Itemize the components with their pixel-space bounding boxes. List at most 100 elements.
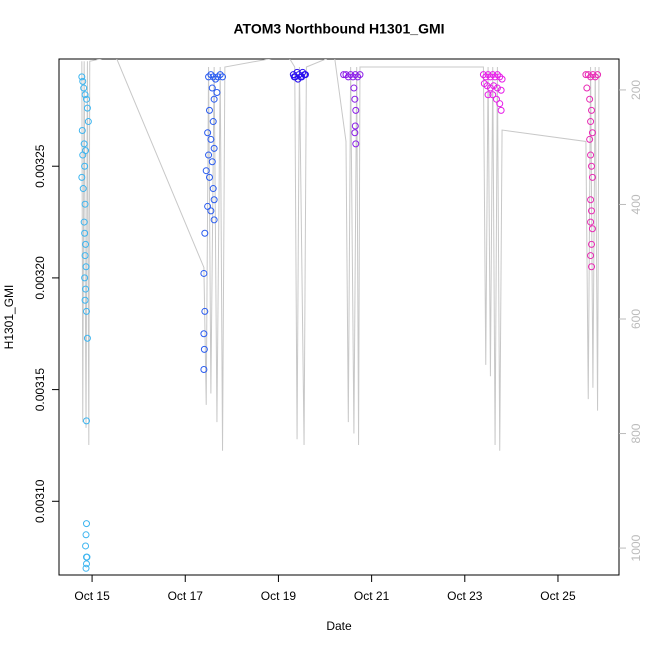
- point: [200, 330, 208, 338]
- point: [301, 71, 309, 79]
- point: [484, 71, 492, 79]
- point: [587, 151, 595, 159]
- point: [200, 345, 208, 353]
- x-tick-label: Oct 15: [74, 589, 110, 603]
- point: [209, 185, 217, 193]
- point: [81, 200, 89, 208]
- point: [82, 95, 90, 103]
- point: [82, 531, 90, 539]
- x-axis-title: Date: [326, 619, 352, 633]
- point: [81, 274, 89, 282]
- point: [350, 84, 358, 92]
- point: [82, 560, 90, 568]
- point: [83, 553, 91, 561]
- point: [201, 229, 209, 237]
- point: [352, 140, 360, 148]
- point: [482, 73, 490, 81]
- point: [82, 520, 90, 528]
- point: [207, 135, 215, 143]
- point: [587, 73, 595, 81]
- point: [583, 84, 591, 92]
- point: [352, 106, 360, 114]
- point: [205, 106, 213, 114]
- point: [78, 73, 86, 81]
- point: [490, 82, 498, 90]
- point: [207, 207, 215, 215]
- point: [594, 71, 602, 79]
- point: [83, 334, 91, 342]
- point: [208, 158, 216, 166]
- point: [212, 75, 220, 83]
- point: [586, 95, 594, 103]
- point: [83, 104, 91, 112]
- point: [204, 202, 212, 210]
- y2-tick-label: 800: [629, 423, 643, 443]
- point: [84, 118, 92, 126]
- point: [82, 285, 90, 293]
- point: [209, 118, 217, 126]
- point: [82, 542, 90, 550]
- point: [82, 564, 90, 572]
- y2-tick-label: 200: [629, 80, 643, 100]
- point: [82, 263, 90, 271]
- point: [484, 91, 492, 99]
- point: [81, 252, 89, 260]
- point: [354, 73, 362, 81]
- plot-frame: [58, 58, 620, 576]
- chart-title: ATOM3 Northbound H1301_GMI: [233, 21, 444, 37]
- point: [496, 100, 504, 108]
- point: [205, 173, 213, 181]
- point: [498, 75, 506, 83]
- point: [587, 118, 595, 126]
- point: [342, 71, 350, 79]
- point: [486, 73, 494, 81]
- point: [213, 89, 221, 97]
- point: [209, 73, 217, 81]
- point: [347, 71, 355, 79]
- point: [81, 229, 89, 237]
- point: [587, 218, 595, 226]
- point: [588, 263, 596, 271]
- point: [588, 106, 596, 114]
- point: [210, 196, 218, 204]
- point: [82, 240, 90, 248]
- point: [588, 240, 596, 248]
- point: [587, 196, 595, 204]
- point: [81, 91, 89, 99]
- point: [207, 71, 215, 79]
- y2-tick-label: 600: [629, 309, 643, 329]
- y2-tick-label: 1000: [629, 534, 643, 561]
- point: [81, 296, 89, 304]
- plot-area: [78, 59, 602, 572]
- point: [79, 77, 87, 85]
- point: [351, 129, 359, 137]
- point: [82, 307, 90, 315]
- point: [205, 151, 213, 159]
- point: [492, 95, 500, 103]
- point: [202, 167, 210, 175]
- point: [584, 71, 592, 79]
- point: [80, 140, 88, 148]
- point: [79, 151, 87, 159]
- point: [82, 417, 90, 425]
- point: [210, 144, 218, 152]
- x-tick-label: Oct 17: [168, 589, 204, 603]
- point: [497, 86, 505, 94]
- point: [78, 173, 86, 181]
- point: [351, 71, 359, 79]
- point: [79, 185, 87, 193]
- x-tick-label: Oct 21: [354, 589, 390, 603]
- point: [208, 84, 216, 92]
- point: [216, 71, 224, 79]
- point: [78, 126, 86, 134]
- y-axis-title: H1301_GMI: [2, 285, 16, 350]
- point: [588, 162, 596, 170]
- point: [344, 73, 352, 81]
- point: [588, 207, 596, 215]
- point: [205, 73, 213, 81]
- point: [214, 73, 222, 81]
- point: [210, 216, 218, 224]
- depth-line: [81, 59, 600, 451]
